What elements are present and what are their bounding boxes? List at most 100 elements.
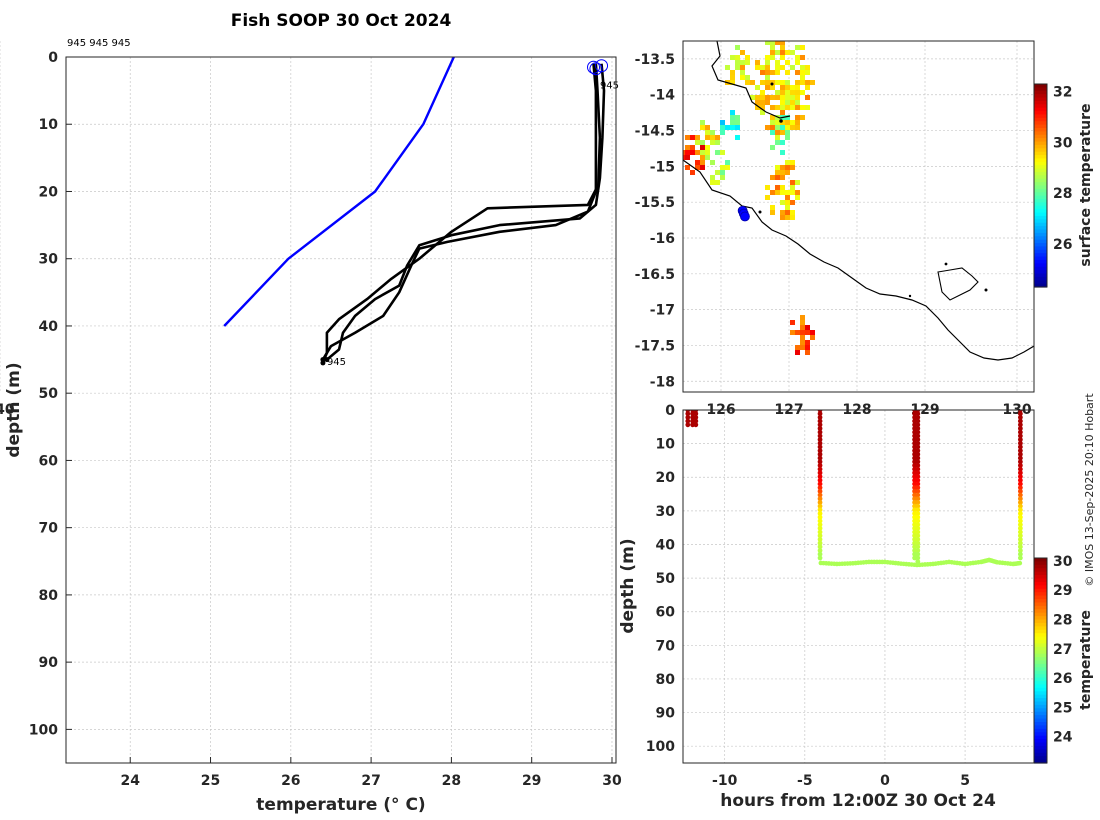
timeseries-dot xyxy=(915,463,921,468)
sst-pixel xyxy=(720,165,725,170)
map-colorbar-step xyxy=(1034,100,1047,105)
timeseries-dot xyxy=(1017,533,1023,539)
sst-pixel xyxy=(770,210,775,215)
timeseries-dot xyxy=(1017,514,1023,520)
timeseries-dot xyxy=(915,466,921,472)
timeseries-colorbar-step xyxy=(1034,585,1047,590)
map-colorbar-step xyxy=(1034,192,1047,197)
timeseries-colorbar-tick-label: 25 xyxy=(1053,700,1072,716)
sst-pixel xyxy=(785,85,790,90)
sst-pixel xyxy=(780,90,785,95)
map-colorbar-step xyxy=(1034,175,1047,180)
sst-pixel xyxy=(795,35,800,40)
sst-pixel xyxy=(770,125,775,130)
timeseries-colorbar-step xyxy=(1034,698,1047,703)
sst-pixel xyxy=(775,125,780,130)
timeseries-dot xyxy=(685,411,691,417)
map-colorbar-tick-label: 30 xyxy=(1053,135,1073,151)
timeseries-y-tick-label: 70 xyxy=(656,638,676,654)
sst-pixel xyxy=(755,65,760,70)
map-colorbar-step xyxy=(1034,155,1047,160)
sst-pixel xyxy=(795,330,800,335)
sst-pixel xyxy=(770,45,775,50)
timeseries-x-ticks: -10 -5 0 5 xyxy=(712,773,970,789)
sst-pixel xyxy=(765,65,770,70)
sst-pixel xyxy=(805,95,810,100)
map-colorbar-step xyxy=(1034,182,1047,187)
timeseries-colorbar-step xyxy=(1034,725,1047,730)
profile-panel: 945 945 945 945 945 24 25 26 27 28 29 30 0 10 20 3… xyxy=(4,38,622,815)
sst-pixel xyxy=(755,105,760,110)
sst-pixel xyxy=(695,150,700,155)
sst-pixel xyxy=(720,120,725,125)
timeseries-dot xyxy=(817,555,823,561)
timeseries-dot xyxy=(915,537,921,542)
timeseries-y-tick-label: 0 xyxy=(665,403,675,419)
sst-pixel xyxy=(780,110,785,115)
map-colorbar-step xyxy=(1034,232,1047,237)
sst-pixel xyxy=(785,30,790,35)
timeseries-dot xyxy=(817,522,823,528)
sst-pixel xyxy=(800,340,805,345)
sst-pixel xyxy=(770,205,775,210)
timeseries-colorbar-tick-label: 24 xyxy=(1053,730,1073,746)
sst-pixel xyxy=(755,60,760,65)
sst-pixel xyxy=(805,105,810,110)
sst-pixel xyxy=(805,70,810,75)
sst-pixel xyxy=(683,150,685,155)
sst-pixel xyxy=(805,340,810,345)
timeseries-dot xyxy=(915,459,921,465)
sst-pixel xyxy=(760,110,765,115)
timeseries-dots xyxy=(685,410,1023,568)
timeseries-y-tick-label: 40 xyxy=(656,537,676,553)
timeseries-dot xyxy=(817,481,823,487)
map-colorbar-step xyxy=(1034,185,1047,190)
timeseries-colorbar-step xyxy=(1034,643,1047,648)
sst-pixel xyxy=(785,215,790,220)
timeseries-dot xyxy=(1017,429,1023,435)
map-colorbar-step xyxy=(1034,236,1047,241)
timeseries-colorbar-step xyxy=(1034,681,1047,686)
sst-pixel xyxy=(700,125,705,130)
sst-pixel xyxy=(800,65,805,70)
timeseries-colorbar-step xyxy=(1034,588,1047,593)
sst-pixel xyxy=(765,55,770,60)
timeseries-colorbar-step xyxy=(1034,684,1047,689)
sst-pixel xyxy=(785,195,790,200)
sst-pixel xyxy=(715,170,720,175)
sst-pixel xyxy=(790,125,795,130)
timeseries-colorbar-step xyxy=(1034,752,1047,757)
sst-pixel xyxy=(685,155,690,160)
timeseries-colorbar-step xyxy=(1034,640,1047,645)
timeseries-dot xyxy=(1017,444,1023,450)
sst-pixel xyxy=(775,65,780,70)
profile-grid xyxy=(66,56,616,763)
timeseries-y-tick-label: 80 xyxy=(656,672,676,688)
sst-pixel xyxy=(790,65,795,70)
sst-pixel xyxy=(790,95,795,100)
map-y-ticks: -13.5 -14 -14.5 -15 -15.5 -16 -16.5 -17 -17.5 -18 xyxy=(635,52,676,390)
figure-title: Fish SOOP 30 Oct 2024 xyxy=(231,11,452,31)
sst-pixel xyxy=(785,105,790,110)
timeseries-dot xyxy=(817,488,823,494)
timeseries-dot xyxy=(915,470,921,476)
timeseries-dot xyxy=(1017,463,1023,468)
timeseries-dot xyxy=(817,451,823,457)
timeseries-dot xyxy=(915,548,921,553)
timeseries-dot xyxy=(915,429,921,435)
timeseries-colorbar-step xyxy=(1034,602,1047,607)
map-colorbar-label: surface temperature xyxy=(1078,103,1094,266)
timeseries-dot xyxy=(915,455,921,461)
timeseries-dot xyxy=(1017,437,1023,442)
sst-pixel xyxy=(735,125,740,130)
map-colorbar-step xyxy=(1034,276,1047,281)
timeseries-colorbar-step xyxy=(1034,595,1047,600)
timeseries-colorbar-frame xyxy=(1033,557,1048,764)
sst-pixel xyxy=(780,25,785,30)
profile-end-marker xyxy=(320,357,326,363)
map-colorbar-tick-label: 32 xyxy=(1053,85,1072,101)
timeseries-colorbar-tick-label: 28 xyxy=(1053,613,1072,629)
sst-pixel xyxy=(795,90,800,95)
ship-track xyxy=(737,205,750,222)
timeseries-colorbar-step xyxy=(1034,581,1047,586)
